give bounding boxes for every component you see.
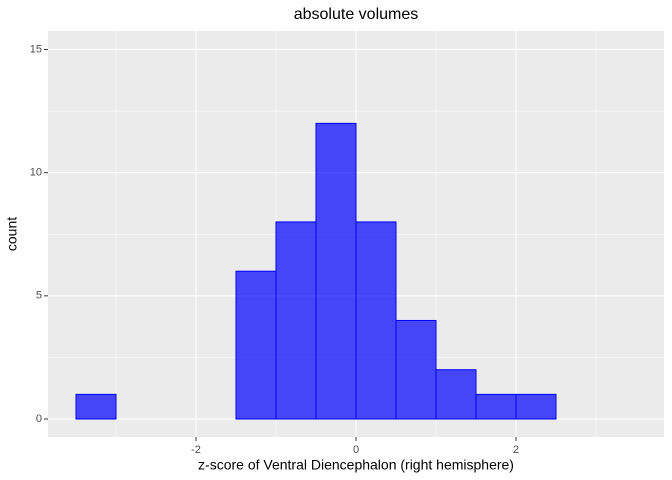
bar <box>515 393 557 420</box>
bar <box>395 319 437 420</box>
bar <box>315 122 357 420</box>
x-tick-label: 0 <box>353 444 359 456</box>
bar <box>355 221 397 420</box>
x-axis-label: z-score of Ventral Diencephalon (right h… <box>198 457 514 473</box>
bar <box>235 270 277 420</box>
y-tick-label: 0 <box>36 413 42 425</box>
y-axis-label: count <box>4 217 20 251</box>
y-tick-label: 15 <box>30 43 42 55</box>
bars <box>75 122 557 420</box>
axes: -2 0 2 0 5 10 15 <box>30 43 519 456</box>
x-tick-label: 2 <box>513 444 519 456</box>
bar <box>435 369 477 420</box>
bar <box>75 393 117 420</box>
bar <box>275 221 317 420</box>
x-tick-label: -2 <box>191 444 201 456</box>
bar <box>475 393 517 420</box>
y-tick-label: 5 <box>36 290 42 302</box>
chart-title: absolute volumes <box>294 6 419 23</box>
y-tick-label: 10 <box>30 167 42 179</box>
